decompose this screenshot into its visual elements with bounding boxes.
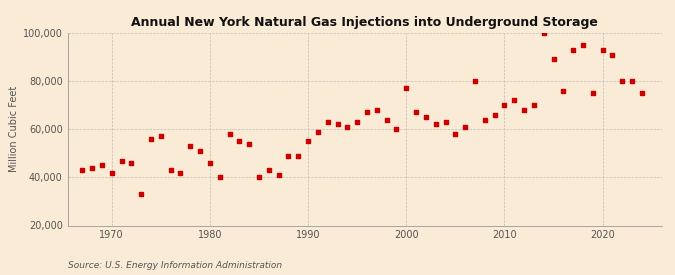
Point (401, 86, 412, 90)
Text: Source: U.S. Energy Information Administration: Source: U.S. Energy Information Administ… (68, 260, 281, 270)
Point (626, 79, 637, 83)
Point (440, 120, 451, 124)
Point (371, 108, 382, 112)
Point (538, 31, 549, 35)
Point (430, 122, 441, 127)
Point (194, 149, 205, 153)
Point (548, 57, 559, 62)
Point (479, 117, 490, 122)
Point (175, 170, 186, 175)
Point (106, 170, 117, 175)
Point (460, 125, 470, 129)
Point (234, 139, 245, 144)
Point (499, 103, 510, 107)
Point (313, 130, 323, 134)
Point (77, 168, 88, 172)
Point (214, 175, 225, 180)
Point (617, 79, 628, 83)
Point (116, 158, 127, 163)
Point (155, 134, 166, 139)
Point (421, 115, 431, 119)
Point (224, 132, 235, 136)
Point (391, 127, 402, 131)
Point (283, 153, 294, 158)
Point (352, 120, 362, 124)
Point (244, 141, 254, 146)
Y-axis label: Million Cubic Feet: Million Cubic Feet (9, 86, 19, 172)
Point (637, 91, 647, 95)
Point (489, 113, 500, 117)
Point (263, 168, 274, 172)
Point (86, 166, 97, 170)
Point (302, 139, 313, 144)
Point (126, 161, 137, 165)
Point (293, 153, 304, 158)
Point (136, 192, 146, 196)
Point (205, 161, 215, 165)
Point (381, 117, 392, 122)
Point (597, 48, 608, 52)
Point (470, 79, 481, 83)
Point (273, 173, 284, 177)
Point (410, 110, 421, 115)
Title: Annual New York Natural Gas Injections into Underground Storage: Annual New York Natural Gas Injections i… (131, 16, 598, 29)
Point (362, 110, 373, 115)
Point (587, 91, 598, 95)
Point (146, 137, 157, 141)
Point (97, 163, 107, 167)
Point (185, 144, 196, 148)
Point (529, 103, 539, 107)
Point (332, 122, 343, 127)
Point (518, 108, 529, 112)
Point (578, 43, 589, 47)
Point (509, 98, 520, 103)
Point (568, 48, 578, 52)
Point (165, 168, 176, 172)
Point (254, 175, 265, 180)
Point (558, 89, 569, 93)
Point (450, 132, 461, 136)
Point (342, 125, 353, 129)
Point (322, 120, 333, 124)
Point (607, 53, 618, 57)
